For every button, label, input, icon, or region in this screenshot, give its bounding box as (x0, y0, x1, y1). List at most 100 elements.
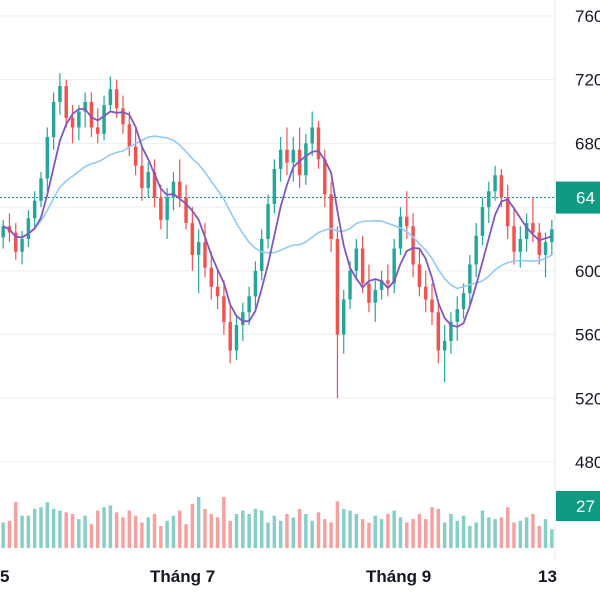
volume-bar (127, 510, 132, 548)
volume-bar (405, 522, 409, 548)
candle-body (102, 105, 106, 134)
candle-body (405, 216, 409, 227)
volume-bar (455, 520, 459, 548)
price-tick-label: 600 (575, 262, 600, 281)
candle (96, 108, 100, 144)
candle-body (26, 218, 31, 239)
candle (77, 105, 81, 141)
candle-body (524, 223, 529, 239)
candle-body (360, 248, 365, 284)
candle (266, 194, 270, 249)
candle (234, 315, 239, 361)
candle-body (58, 86, 62, 102)
candle-body (341, 299, 346, 335)
slow-moving-average-line (2, 135, 553, 290)
candle (310, 111, 314, 157)
time-axis[interactable]: 5 Tháng 7 Tháng 9 13 (0, 567, 557, 586)
volume-bar (373, 515, 377, 548)
candle (398, 207, 403, 255)
candle (64, 79, 68, 128)
volume-bar (203, 508, 207, 548)
fast-moving-average-line (2, 108, 553, 328)
volume-bar (297, 508, 302, 548)
candle-body (329, 194, 333, 239)
volume-bar (222, 497, 226, 548)
candle-body (323, 159, 327, 195)
volume-bar (190, 503, 195, 548)
candle (127, 111, 132, 157)
candle-body (190, 223, 195, 255)
candle (386, 264, 390, 297)
volume-bar (487, 517, 491, 548)
candle (14, 223, 18, 260)
candle (152, 159, 157, 208)
candle-body (480, 207, 485, 236)
volume-bar (367, 522, 371, 548)
volume-bar (70, 514, 75, 548)
volume-bar (278, 520, 283, 548)
candle (1, 219, 5, 249)
volume-bar (96, 510, 100, 548)
price-tick-label: 720 (575, 71, 600, 90)
candle (474, 223, 478, 278)
candle-body (77, 111, 81, 128)
candle (449, 312, 453, 354)
candle-body (152, 172, 157, 198)
candle (70, 105, 75, 144)
volume-bar (537, 525, 541, 548)
candle (253, 261, 258, 310)
candle-body (32, 200, 37, 219)
candle (505, 184, 510, 239)
candle-body (411, 226, 415, 265)
volume-bar (20, 515, 24, 548)
candle-body (203, 242, 207, 268)
candle-body (304, 143, 308, 176)
candle (480, 197, 485, 246)
volume-bar (398, 517, 403, 548)
volume-bar (266, 522, 270, 548)
candle-body (146, 172, 150, 188)
candle (228, 305, 232, 364)
price-axis[interactable]: 760720680640600560520480 (575, 7, 600, 472)
candle-body (379, 280, 384, 290)
price-tick-label: 520 (575, 389, 600, 408)
volume-bar (228, 520, 232, 548)
candle (215, 270, 220, 310)
candle-body (184, 197, 188, 224)
candle-body (253, 270, 258, 297)
candle-body (386, 280, 390, 284)
axis-badges: 64 27 (556, 181, 600, 521)
candle (121, 95, 125, 134)
volume-bar (285, 514, 289, 548)
candle-body (20, 238, 24, 252)
candle-body (468, 264, 472, 294)
candle-body (278, 149, 283, 169)
price-tick-label: 760 (575, 7, 600, 26)
candle (335, 226, 340, 399)
volume-bar (341, 508, 346, 548)
candle-body (108, 89, 113, 106)
price-tick-label: 560 (575, 326, 600, 345)
volume-bar (32, 508, 37, 548)
volume-bar (108, 505, 113, 548)
candle (171, 172, 176, 211)
candle-body (455, 309, 459, 322)
candle-body (70, 117, 75, 128)
candle-body (518, 238, 523, 252)
candle-body (487, 191, 491, 208)
volume-bar (171, 515, 176, 548)
last-volume-badge (556, 491, 600, 521)
candle (203, 223, 207, 278)
volume-bar (178, 510, 182, 548)
last-volume-badge-label: 27 (576, 497, 595, 516)
volume-bar (77, 519, 81, 548)
candle-body (241, 312, 245, 326)
candle (184, 184, 188, 230)
volume-bar (114, 512, 119, 548)
volume-bar (64, 512, 68, 548)
volume-bar (241, 510, 245, 548)
candle (209, 251, 214, 300)
candle-body (354, 248, 359, 271)
candle-body (367, 283, 371, 303)
